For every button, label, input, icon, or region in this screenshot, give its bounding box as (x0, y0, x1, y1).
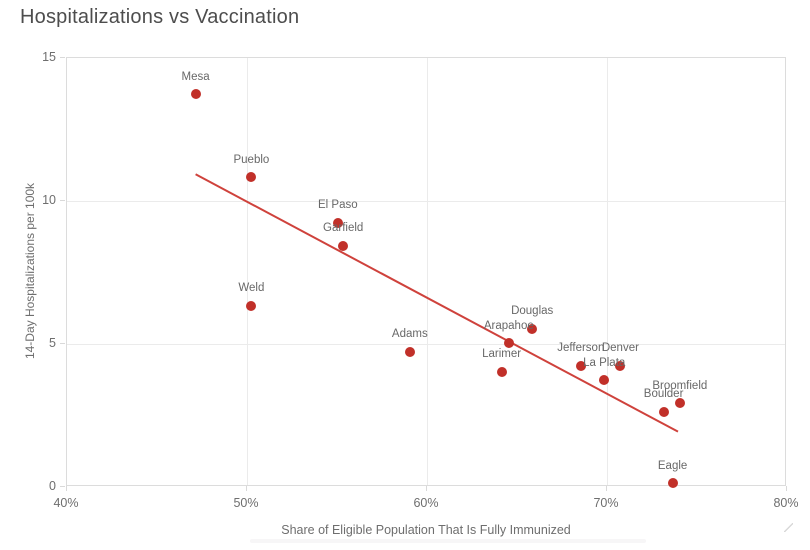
y-tick-label: 5 (49, 336, 56, 350)
point-label: Denver (601, 342, 639, 355)
data-point[interactable] (246, 172, 257, 183)
data-point[interactable] (575, 360, 586, 371)
gridline-vertical (246, 58, 248, 485)
point-label: Adams (391, 328, 428, 341)
x-tick-label: 80% (773, 496, 799, 510)
point-label: Larimer (482, 348, 522, 361)
trendline-segment (195, 173, 679, 433)
data-point[interactable] (338, 240, 349, 251)
data-point[interactable] (190, 89, 201, 100)
point-label: Broomfield (652, 379, 708, 392)
gridline-horizontal (67, 343, 785, 345)
data-point[interactable] (503, 338, 514, 348)
data-point[interactable] (527, 323, 538, 334)
x-tick-label: 50% (233, 496, 259, 510)
x-axis-title: Share of Eligible Population That Is Ful… (281, 523, 571, 537)
x-tick-mark (605, 486, 607, 491)
trendline (195, 173, 679, 433)
y-axis-title: 14-Day Hospitalizations per 100k (23, 182, 37, 360)
x-tick-mark (245, 486, 247, 491)
point-label: Weld (238, 282, 265, 295)
data-point[interactable] (667, 478, 678, 489)
plot-area (66, 57, 786, 486)
point-label: Douglas (511, 305, 554, 318)
x-tick-mark (425, 486, 427, 491)
y-tick-mark (60, 199, 65, 201)
data-point[interactable] (404, 346, 415, 357)
point-label: La Plata (583, 356, 626, 369)
data-point[interactable] (246, 300, 257, 311)
gridline-vertical (426, 58, 428, 485)
data-point[interactable] (599, 375, 610, 386)
point-label: Eagle (657, 459, 688, 472)
point-label: Pueblo (233, 153, 270, 166)
data-point[interactable] (332, 217, 343, 228)
y-tick-mark (60, 485, 65, 487)
x-tick-label: 60% (413, 496, 439, 510)
point-label: Arapahoe (483, 319, 534, 332)
resize-handle-icon[interactable] (784, 523, 793, 532)
point-label: Boulder (643, 388, 684, 401)
data-point[interactable] (615, 360, 626, 371)
y-tick-label: 15 (42, 50, 56, 64)
x-tick-label: 70% (593, 496, 619, 510)
point-label: Jefferson (557, 342, 605, 355)
data-point[interactable] (496, 366, 507, 377)
x-tick-label: 40% (53, 496, 79, 510)
y-tick-mark (60, 342, 65, 344)
point-label: Mesa (181, 70, 210, 83)
y-tick-label: 10 (42, 193, 56, 207)
data-point[interactable] (674, 398, 685, 409)
x-tick-mark (785, 486, 787, 491)
y-tick-mark (60, 56, 65, 58)
gridline-horizontal (67, 200, 785, 202)
point-label: El Paso (317, 199, 358, 212)
screenshot-artifact (250, 539, 646, 543)
data-point[interactable] (658, 406, 669, 417)
chart-title: Hospitalizations vs Vaccination (20, 6, 300, 28)
y-tick-label: 0 (49, 479, 56, 493)
gridline-vertical (606, 58, 608, 485)
x-tick-mark (65, 486, 67, 491)
point-label: Garfield (323, 222, 364, 235)
